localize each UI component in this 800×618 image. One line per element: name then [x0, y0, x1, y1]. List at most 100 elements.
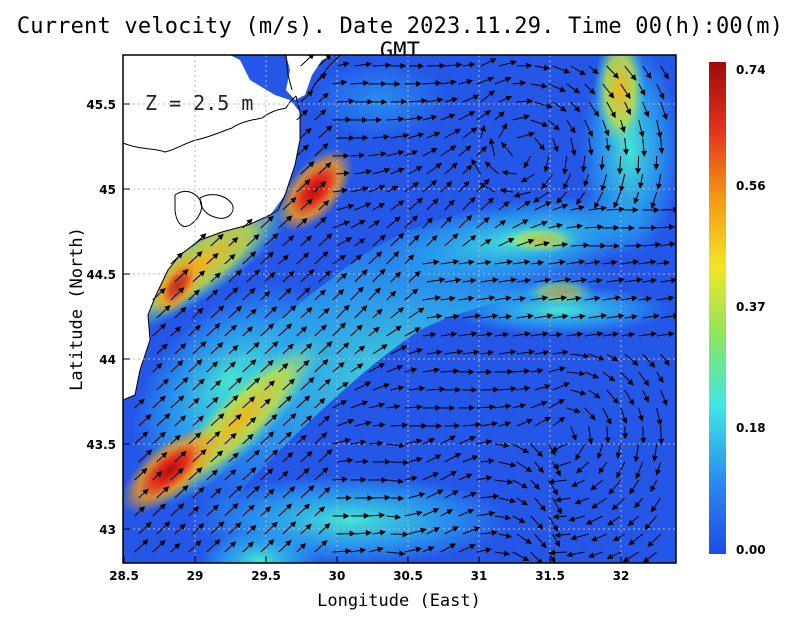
velocity-arrow — [300, 269, 315, 283]
velocity-arrow — [228, 237, 239, 247]
velocity-arrow — [206, 252, 219, 265]
velocity-arrow — [260, 251, 274, 265]
velocity-arrow — [246, 417, 257, 427]
velocity-arrow — [440, 295, 456, 302]
velocity-arrow — [462, 491, 477, 499]
velocity-arrow — [494, 295, 512, 302]
velocity-arrow — [206, 431, 221, 445]
velocity-arrow — [656, 331, 675, 338]
velocity-arrow — [260, 215, 274, 229]
velocity-arrow — [444, 96, 459, 103]
velocity-arrow — [570, 205, 585, 211]
velocity-arrow — [134, 431, 149, 445]
velocity-arrow — [174, 485, 189, 499]
velocity-arrow — [134, 468, 148, 481]
velocity-arrow — [354, 345, 366, 355]
velocity-arrow — [224, 469, 237, 481]
velocity-arrow — [296, 543, 307, 553]
velocity-arrow — [480, 313, 499, 320]
velocity-arrow — [543, 155, 550, 173]
velocity-arrow — [548, 119, 560, 131]
velocity-arrow — [476, 331, 494, 338]
velocity-arrow — [513, 191, 531, 198]
velocity-arrow — [422, 179, 438, 193]
velocity-arrow — [624, 65, 637, 81]
velocity-arrow — [533, 191, 549, 203]
colorbar-tick-labels: 0.74 0.56 0.37 0.18 0.00 — [736, 63, 766, 557]
colorbar-tick-label: 0.18 — [736, 421, 766, 435]
velocity-arrow — [480, 197, 495, 211]
velocity-arrow — [314, 109, 327, 121]
velocity-arrow — [498, 277, 517, 284]
velocity-arrow — [650, 191, 658, 209]
velocity-arrow — [422, 331, 437, 338]
velocity-arrow — [580, 155, 587, 173]
velocity-arrow — [498, 201, 510, 211]
velocity-arrow — [516, 385, 531, 392]
velocity-arrow — [228, 377, 243, 391]
velocity-arrow — [242, 504, 255, 517]
velocity-arrow — [512, 259, 531, 266]
velocity-arrow — [530, 367, 544, 374]
velocity-arrow — [660, 277, 676, 284]
velocity-arrow — [404, 115, 424, 122]
velocity-arrow — [386, 478, 404, 485]
velocity-arrow — [278, 431, 292, 445]
velocity-arrow — [264, 341, 279, 355]
velocity-arrow — [408, 492, 426, 499]
velocity-arrow — [372, 268, 386, 283]
velocity-arrow — [552, 513, 567, 520]
velocity-arrow — [138, 521, 152, 535]
velocity-arrow — [584, 371, 600, 379]
velocity-arrow — [156, 451, 168, 463]
velocity-arrow — [318, 92, 329, 103]
velocity-arrow — [372, 494, 391, 501]
velocity-arrow — [498, 497, 517, 504]
velocity-arrow — [134, 398, 145, 409]
velocity-arrow — [138, 488, 149, 499]
velocity-arrow — [440, 435, 456, 445]
velocity-arrow — [228, 413, 242, 427]
velocity-arrow — [390, 271, 402, 283]
velocity-arrow — [260, 506, 272, 517]
velocity-arrow — [278, 323, 293, 337]
velocity-arrow — [332, 220, 351, 229]
velocity-arrow — [650, 479, 658, 493]
velocity-arrow — [210, 272, 221, 283]
velocity-arrow — [552, 313, 569, 320]
velocity-arrow — [264, 271, 276, 283]
velocity-arrow — [188, 251, 203, 265]
velocity-arrow — [170, 287, 185, 301]
velocity-arrow — [278, 254, 289, 265]
velocity-arrow — [534, 201, 552, 211]
velocity-arrow — [548, 399, 565, 409]
velocity-arrow — [530, 220, 548, 229]
velocity-arrow — [242, 251, 257, 265]
velocity-arrow — [404, 254, 415, 265]
velocity-arrow — [174, 523, 186, 535]
velocity-arrow — [404, 215, 419, 229]
velocity-arrow — [422, 546, 435, 553]
velocity-arrow — [224, 395, 239, 409]
velocity-arrow — [574, 497, 589, 505]
velocity-arrow — [368, 287, 381, 301]
velocity-arrow — [390, 132, 410, 139]
velocity-arrow — [368, 546, 384, 553]
velocity-arrow — [590, 533, 607, 542]
velocity-arrow — [548, 478, 567, 485]
velocity-arrow — [206, 539, 221, 553]
chart-title: Current velocity (m/s). Date 2023.11.29.… — [16, 14, 784, 64]
velocity-arrow — [656, 224, 676, 231]
velocity-arrow — [188, 432, 202, 445]
velocity-arrow — [368, 402, 386, 409]
velocity-arrow — [296, 109, 308, 121]
depth-label: Z = 2.5 m — [145, 91, 253, 115]
velocity-arrow — [638, 331, 657, 338]
velocity-arrow — [170, 395, 185, 409]
velocity-arrow — [638, 371, 650, 387]
velocity-arrow — [584, 331, 604, 338]
velocity-arrow — [624, 353, 639, 366]
x-tick-label: 28.5 — [109, 569, 139, 583]
velocity-arrow — [458, 295, 475, 302]
velocity-arrow — [530, 331, 549, 338]
